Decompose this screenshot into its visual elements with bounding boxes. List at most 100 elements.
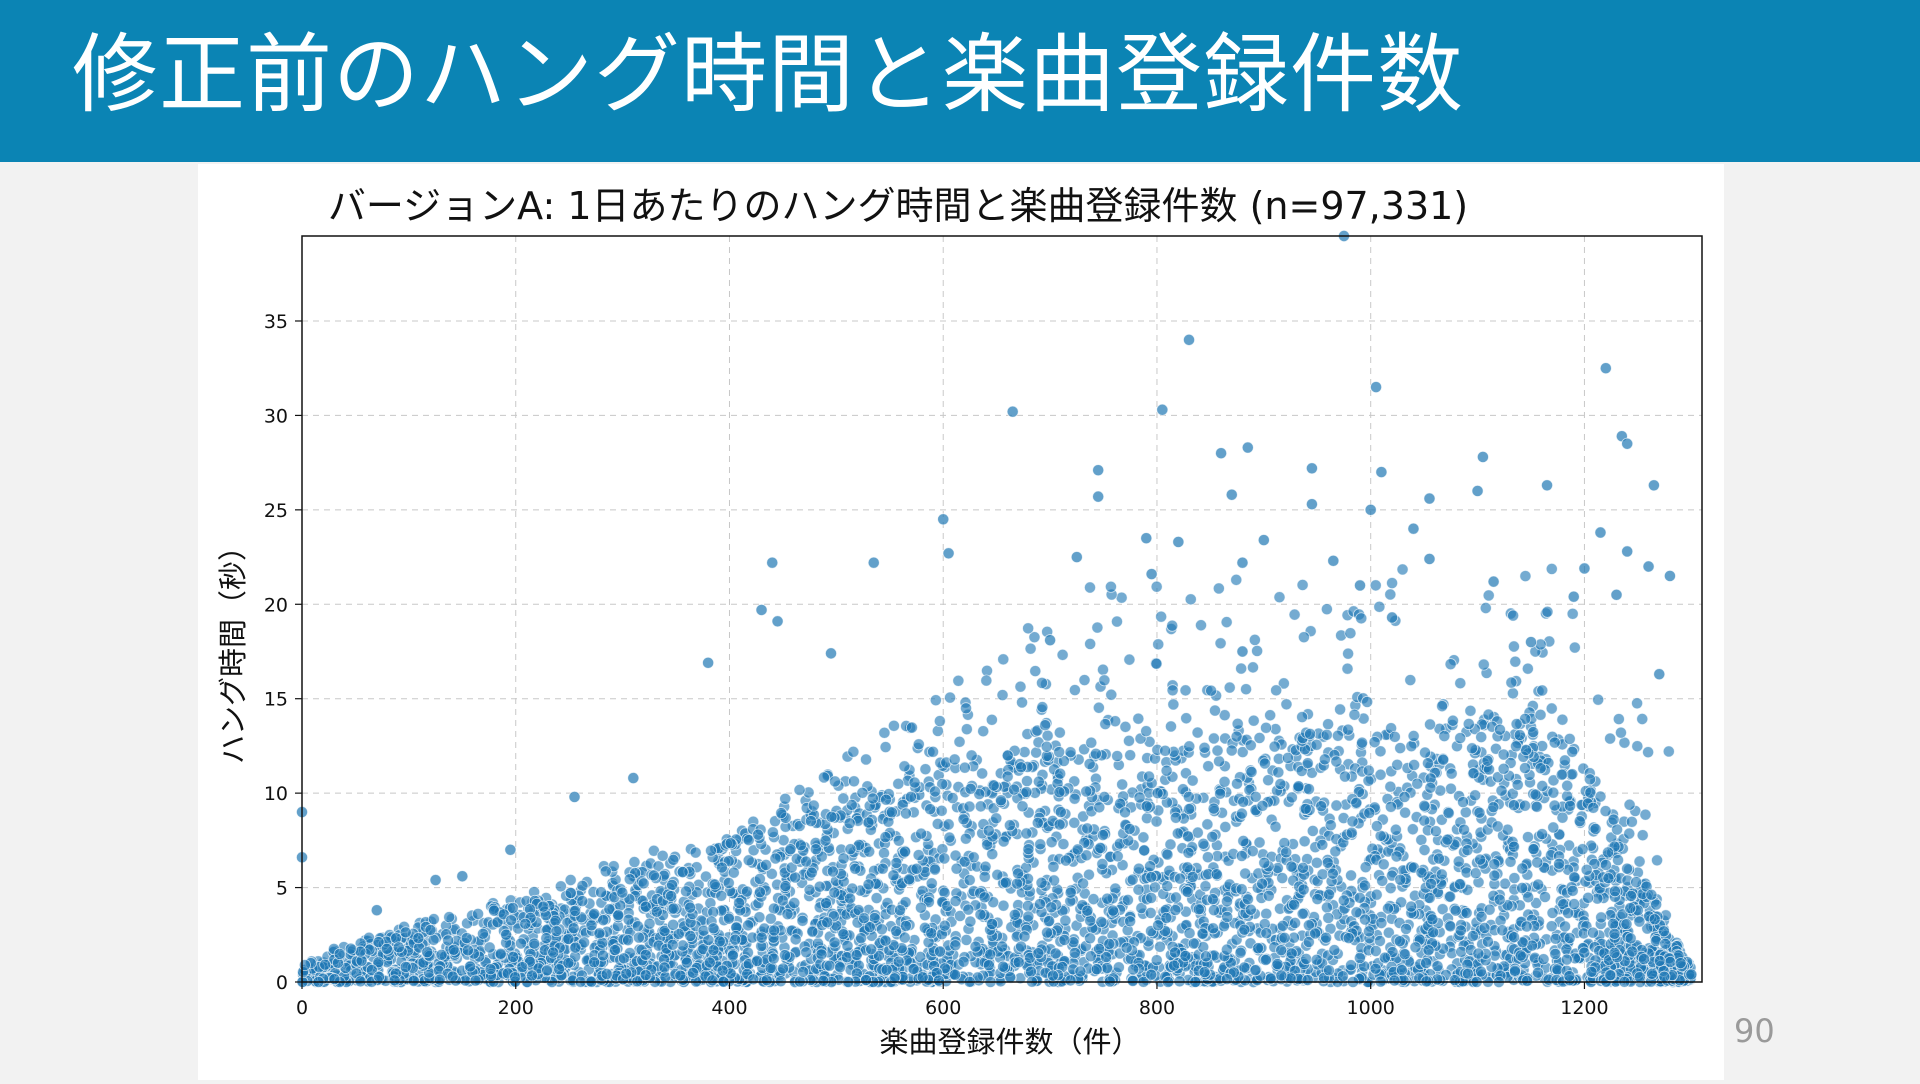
scatter-point-outlier bbox=[1006, 405, 1019, 418]
scatter-point bbox=[1384, 588, 1397, 601]
scatter-point bbox=[806, 925, 819, 938]
scatter-point bbox=[1124, 915, 1137, 928]
scatter-point-outlier bbox=[1594, 526, 1607, 539]
scatter-point bbox=[1150, 580, 1163, 593]
scatter-point bbox=[1056, 648, 1069, 661]
scatter-point bbox=[1408, 759, 1421, 772]
scatter-point bbox=[1631, 697, 1644, 710]
scatter-point bbox=[1145, 968, 1158, 981]
scatter-point bbox=[1074, 965, 1087, 978]
scatter-point bbox=[1566, 745, 1579, 758]
scatter-point bbox=[1657, 925, 1670, 938]
scatter-point bbox=[665, 890, 678, 903]
scatter-point bbox=[1548, 799, 1561, 812]
scatter-point bbox=[752, 828, 765, 841]
scatter-point bbox=[1301, 757, 1314, 770]
scatter-point bbox=[643, 917, 656, 930]
scatter-point bbox=[1053, 726, 1066, 739]
scatter-point bbox=[1418, 799, 1431, 812]
scatter-point bbox=[1187, 937, 1200, 950]
scatter-point bbox=[963, 874, 976, 887]
scatter-point-outlier bbox=[504, 843, 517, 856]
scatter-point bbox=[912, 738, 925, 751]
scatter-point-outlier bbox=[1172, 535, 1185, 548]
scatter-point bbox=[1205, 684, 1218, 697]
scatter-point bbox=[997, 835, 1010, 848]
scatter-point bbox=[1624, 932, 1637, 945]
scatter-point bbox=[943, 831, 956, 844]
scatter-point bbox=[779, 880, 792, 893]
scatter-point bbox=[1568, 641, 1581, 654]
scatter-point bbox=[760, 974, 773, 987]
scatter-point bbox=[1556, 713, 1569, 726]
scatter-point-outlier bbox=[937, 513, 950, 526]
scatter-point bbox=[823, 959, 836, 972]
scatter-point bbox=[828, 936, 841, 949]
scatter-point-outlier bbox=[1653, 668, 1666, 681]
scatter-point bbox=[804, 815, 817, 828]
scatter-point bbox=[1084, 950, 1097, 963]
scatter-point bbox=[1527, 843, 1540, 856]
scatter-point bbox=[1406, 823, 1419, 836]
scatter-point bbox=[1454, 924, 1467, 937]
scatter-point bbox=[974, 800, 987, 813]
scatter-point bbox=[1582, 891, 1595, 904]
scatter-point bbox=[1444, 658, 1457, 671]
scatter-point bbox=[938, 852, 951, 865]
scatter-point bbox=[1230, 573, 1243, 586]
scatter-point bbox=[1104, 580, 1117, 593]
scatter-point bbox=[915, 827, 928, 840]
scatter-point bbox=[1126, 974, 1139, 987]
scatter-point bbox=[1659, 937, 1672, 950]
scatter-point bbox=[1016, 800, 1029, 813]
scatter-point bbox=[1375, 917, 1388, 930]
scatter-point bbox=[1329, 845, 1342, 858]
scatter-point bbox=[1008, 783, 1021, 796]
scatter-point bbox=[1602, 872, 1615, 885]
scatter-point bbox=[1618, 736, 1631, 749]
scatter-point bbox=[1623, 798, 1636, 811]
scatter-point bbox=[600, 968, 613, 981]
scatter-point bbox=[1184, 593, 1197, 606]
scatter-point bbox=[1300, 953, 1313, 966]
scatter-point bbox=[1262, 774, 1275, 787]
scatter-point bbox=[953, 735, 966, 748]
scatter-point bbox=[525, 969, 538, 982]
scatter-point bbox=[1555, 768, 1568, 781]
scatter-point bbox=[931, 817, 944, 830]
scatter-point bbox=[949, 939, 962, 952]
scatter-point-outlier bbox=[755, 603, 768, 616]
scatter-point bbox=[483, 941, 496, 954]
scatter-point bbox=[1310, 953, 1323, 966]
scatter-point bbox=[1326, 867, 1339, 880]
scatter-point bbox=[1481, 754, 1494, 767]
scatter-point bbox=[1030, 746, 1043, 759]
scatter-point bbox=[1047, 860, 1060, 873]
scatter-point bbox=[840, 951, 853, 964]
scatter-point bbox=[553, 963, 566, 976]
scatter-point bbox=[1358, 879, 1371, 892]
scatter-point bbox=[1031, 816, 1044, 829]
scatter-point bbox=[1494, 914, 1507, 927]
scatter-point-outlier bbox=[1327, 554, 1340, 567]
scatter-point bbox=[632, 931, 645, 944]
scatter-point bbox=[1584, 773, 1597, 786]
scatter-point bbox=[1323, 888, 1336, 901]
scatter-point bbox=[1259, 953, 1272, 966]
scatter-point bbox=[1350, 906, 1363, 919]
scatter-point bbox=[1152, 638, 1165, 651]
scatter-point bbox=[962, 903, 975, 916]
scatter-point bbox=[494, 947, 507, 960]
scatter-point bbox=[1409, 941, 1422, 954]
scatter-point bbox=[569, 941, 582, 954]
scatter-point bbox=[1124, 749, 1137, 762]
scatter-point-outlier bbox=[1487, 575, 1500, 588]
scatter-point bbox=[1457, 823, 1470, 836]
scatter-point bbox=[703, 956, 716, 969]
scatter-point bbox=[879, 831, 892, 844]
scatter-point bbox=[1344, 627, 1357, 640]
scatter-point bbox=[1315, 800, 1328, 813]
scatter-point-outlier bbox=[1183, 333, 1196, 346]
scatter-point bbox=[333, 947, 346, 960]
